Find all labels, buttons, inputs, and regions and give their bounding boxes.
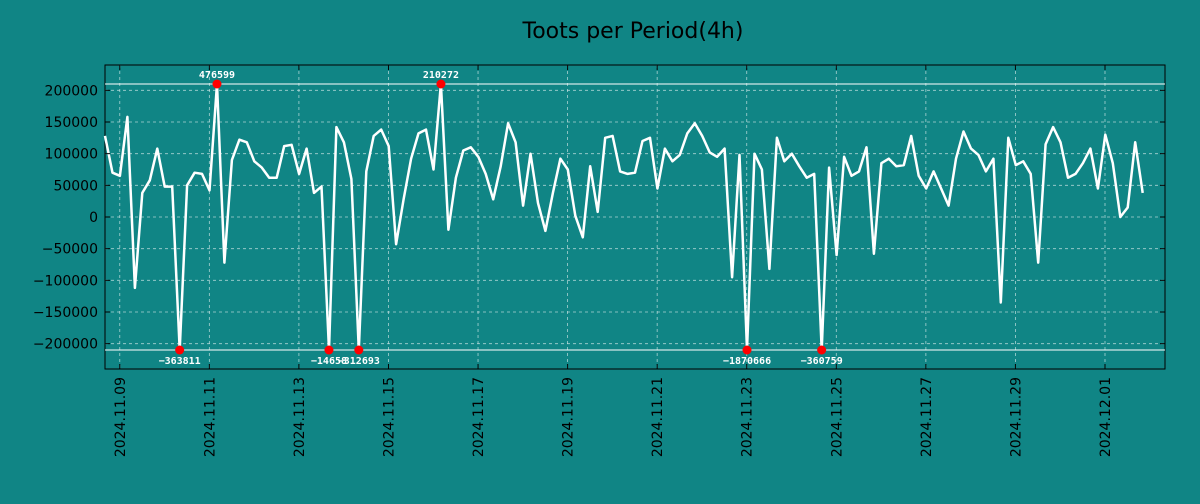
clip-reference-lines bbox=[105, 83, 1165, 351]
peak-annotations: 476599 210272 −363811 −14658−312693 −1870666… bbox=[159, 70, 843, 367]
grid-lines bbox=[105, 65, 1165, 369]
x-tick-label: 2024.11.11 bbox=[202, 377, 218, 457]
peak-marker bbox=[742, 345, 752, 355]
x-tick-label: 2024.11.13 bbox=[292, 377, 308, 457]
x-tick-label: 2024.11.29 bbox=[1008, 377, 1024, 457]
peak-marker bbox=[324, 345, 334, 355]
series-line-toots bbox=[103, 82, 1144, 352]
peak-annotation-label: −14658 bbox=[311, 356, 347, 367]
peak-annotation-label: −312693 bbox=[338, 356, 380, 367]
x-tick-label: 2024.11.09 bbox=[113, 377, 129, 457]
chart-title: Toots per Period(4h) bbox=[522, 19, 744, 44]
x-tick-label: 2024.11.15 bbox=[381, 377, 397, 457]
peak-marker bbox=[436, 79, 446, 89]
x-tick-label: 2024.12.01 bbox=[1098, 377, 1114, 457]
peak-markers bbox=[175, 79, 827, 355]
x-tick-label: 2024.11.25 bbox=[829, 377, 845, 457]
peak-marker bbox=[354, 345, 364, 355]
x-tick-label: 2024.11.27 bbox=[919, 377, 935, 457]
peak-annotation-label: −363811 bbox=[159, 356, 201, 367]
peak-marker bbox=[175, 345, 185, 355]
x-tick-label: 2024.11.19 bbox=[561, 377, 577, 457]
peak-annotation-label: −1870666 bbox=[723, 356, 771, 367]
y-tick-label: −100000 bbox=[33, 273, 98, 289]
peak-marker bbox=[212, 79, 222, 89]
y-tick-label: −150000 bbox=[33, 305, 98, 321]
peak-annotation-label: 210272 bbox=[423, 70, 459, 81]
y-tick-label: −50000 bbox=[42, 242, 98, 258]
x-axis: 2024.11.09 2024.11.11 2024.11.13 2024.11.15… bbox=[113, 65, 1114, 457]
y-axis: 200000 150000 100000 50000 0 −50000 −100000 −15… bbox=[33, 83, 1165, 353]
peak-annotation-label: 476599 bbox=[199, 70, 235, 81]
x-tick-label: 2024.11.23 bbox=[740, 377, 756, 457]
y-tick-label: −200000 bbox=[33, 337, 98, 353]
y-tick-label: 100000 bbox=[45, 147, 98, 163]
peak-marker bbox=[817, 345, 827, 355]
peak-annotation-label: −360759 bbox=[801, 356, 843, 367]
x-tick-label: 2024.11.17 bbox=[471, 377, 487, 457]
y-tick-label: 150000 bbox=[45, 115, 98, 131]
x-tick-label: 2024.11.21 bbox=[650, 377, 666, 457]
series-layer bbox=[103, 82, 1144, 352]
y-tick-label: 200000 bbox=[45, 83, 98, 99]
y-tick-label: 50000 bbox=[53, 178, 98, 194]
y-tick-label: 0 bbox=[89, 210, 98, 226]
